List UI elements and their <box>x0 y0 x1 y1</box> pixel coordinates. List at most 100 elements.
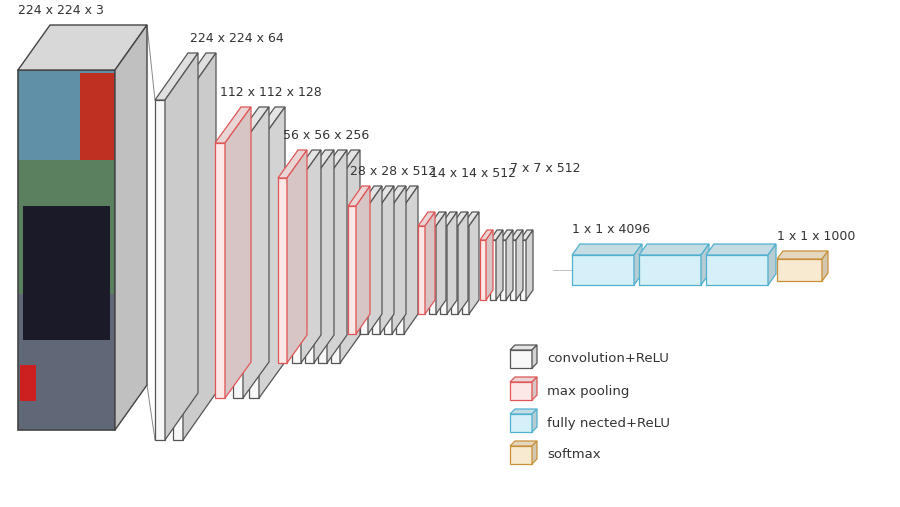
Polygon shape <box>305 178 314 363</box>
Polygon shape <box>639 255 701 285</box>
Polygon shape <box>510 240 516 300</box>
Polygon shape <box>520 230 533 240</box>
Polygon shape <box>490 240 496 300</box>
Polygon shape <box>462 226 469 314</box>
Text: max pooling: max pooling <box>547 384 629 397</box>
Polygon shape <box>440 212 457 226</box>
Polygon shape <box>701 244 709 285</box>
Polygon shape <box>822 251 828 281</box>
Polygon shape <box>447 212 457 314</box>
Polygon shape <box>510 382 532 400</box>
Text: 7 x 7 x 512: 7 x 7 x 512 <box>510 162 580 175</box>
Polygon shape <box>706 244 776 255</box>
Polygon shape <box>510 230 523 240</box>
Polygon shape <box>520 240 526 300</box>
Polygon shape <box>155 100 165 440</box>
Polygon shape <box>532 345 537 368</box>
Polygon shape <box>18 70 115 430</box>
Polygon shape <box>318 150 347 178</box>
Polygon shape <box>384 186 406 206</box>
Polygon shape <box>327 150 347 363</box>
Polygon shape <box>532 441 537 464</box>
Polygon shape <box>510 377 537 382</box>
Polygon shape <box>639 244 709 255</box>
Polygon shape <box>418 212 435 226</box>
Text: 224 x 224 x 64: 224 x 224 x 64 <box>190 32 284 45</box>
Polygon shape <box>510 345 537 350</box>
Polygon shape <box>80 73 115 160</box>
Polygon shape <box>451 226 458 314</box>
Polygon shape <box>486 230 493 300</box>
Polygon shape <box>23 206 110 340</box>
Polygon shape <box>425 212 435 314</box>
Polygon shape <box>292 178 301 363</box>
Polygon shape <box>155 53 198 100</box>
Polygon shape <box>278 150 307 178</box>
Polygon shape <box>18 25 147 70</box>
Polygon shape <box>510 414 532 432</box>
Polygon shape <box>532 377 537 400</box>
Polygon shape <box>429 226 436 314</box>
Polygon shape <box>183 53 216 440</box>
Polygon shape <box>458 212 468 314</box>
Polygon shape <box>506 230 513 300</box>
Polygon shape <box>173 100 183 440</box>
Polygon shape <box>418 226 425 314</box>
Polygon shape <box>480 240 486 300</box>
Text: 1 x 1 x 4096: 1 x 1 x 4096 <box>572 223 650 236</box>
Polygon shape <box>440 226 447 314</box>
Text: 14 x 14 x 512: 14 x 14 x 512 <box>430 167 516 180</box>
Polygon shape <box>243 107 269 398</box>
Text: softmax: softmax <box>547 449 600 461</box>
Text: 112 x 112 x 128: 112 x 112 x 128 <box>220 86 322 99</box>
Polygon shape <box>18 294 115 430</box>
Polygon shape <box>462 212 479 226</box>
Polygon shape <box>215 143 225 398</box>
Text: 28 x 28 x 512: 28 x 28 x 512 <box>350 165 436 178</box>
Polygon shape <box>777 251 828 259</box>
Polygon shape <box>348 186 370 206</box>
Polygon shape <box>777 259 822 281</box>
Polygon shape <box>348 206 356 334</box>
Polygon shape <box>496 230 503 300</box>
Polygon shape <box>510 446 532 464</box>
Polygon shape <box>510 441 537 446</box>
Polygon shape <box>768 244 776 285</box>
Polygon shape <box>436 212 446 314</box>
Polygon shape <box>500 230 513 240</box>
Polygon shape <box>249 107 285 143</box>
Polygon shape <box>526 230 533 300</box>
Polygon shape <box>278 178 287 363</box>
Polygon shape <box>233 107 269 143</box>
Text: 224 x 224 x 3: 224 x 224 x 3 <box>18 4 104 17</box>
Polygon shape <box>287 150 307 363</box>
Polygon shape <box>331 150 360 178</box>
Polygon shape <box>18 70 115 160</box>
Polygon shape <box>490 230 503 240</box>
Polygon shape <box>173 53 216 100</box>
Polygon shape <box>532 409 537 432</box>
Polygon shape <box>469 212 479 314</box>
Polygon shape <box>572 244 642 255</box>
Polygon shape <box>372 206 380 334</box>
Polygon shape <box>340 150 360 363</box>
Polygon shape <box>392 186 406 334</box>
Polygon shape <box>429 212 446 226</box>
Text: fully nected+ReLU: fully nected+ReLU <box>547 416 670 429</box>
Polygon shape <box>233 143 243 398</box>
Polygon shape <box>480 230 493 240</box>
Polygon shape <box>500 240 506 300</box>
Polygon shape <box>292 150 321 178</box>
Polygon shape <box>368 186 382 334</box>
Text: 56 x 56 x 256: 56 x 56 x 256 <box>283 129 369 142</box>
Polygon shape <box>215 107 251 143</box>
Polygon shape <box>305 150 334 178</box>
Polygon shape <box>634 244 642 285</box>
Polygon shape <box>360 186 382 206</box>
Text: convolution+ReLU: convolution+ReLU <box>547 352 669 366</box>
Polygon shape <box>249 143 259 398</box>
Polygon shape <box>380 186 394 334</box>
Polygon shape <box>115 25 147 430</box>
Polygon shape <box>165 53 198 440</box>
Polygon shape <box>225 107 251 398</box>
